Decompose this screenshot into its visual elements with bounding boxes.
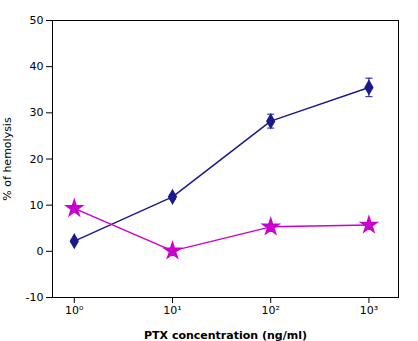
svg-text:50: 50 [30,14,44,27]
svg-text:30: 30 [30,106,44,119]
svg-text:% of hemolysis: % of hemolysis [1,117,14,201]
svg-text:40: 40 [30,60,44,73]
svg-text:-10: -10 [26,291,44,304]
svg-text:10¹: 10¹ [163,304,181,317]
svg-text:0: 0 [37,245,44,258]
svg-text:10: 10 [30,199,44,212]
svg-text:PTX concentration (ng/ml): PTX concentration (ng/ml) [144,329,307,341]
svg-text:20: 20 [30,153,44,166]
svg-text:10³: 10³ [360,304,378,317]
svg-text:10⁰: 10⁰ [65,304,84,317]
svg-text:10²: 10² [262,304,280,317]
